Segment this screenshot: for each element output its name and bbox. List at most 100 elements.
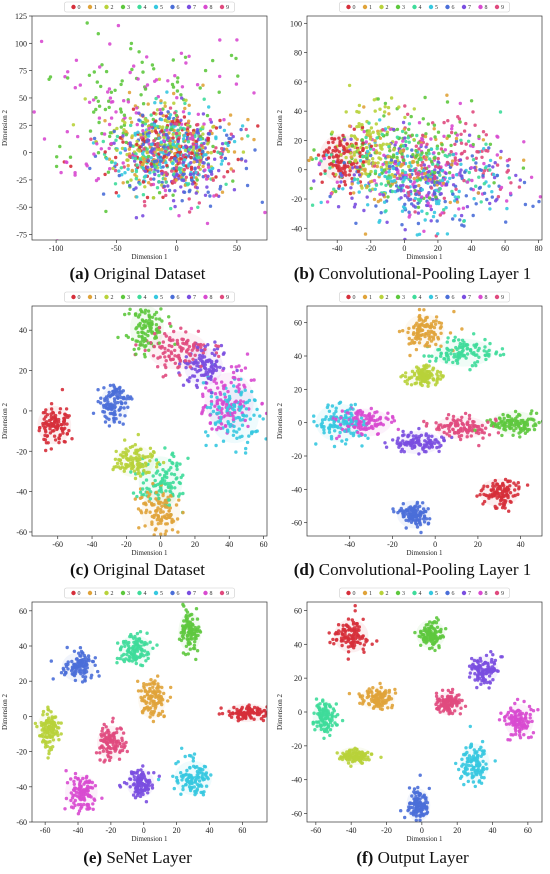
point-class-5: [117, 169, 121, 173]
point-class-5: [327, 426, 331, 430]
point-class-2: [148, 459, 152, 463]
point-class-6: [118, 385, 122, 390]
point-class-7: [412, 204, 416, 208]
point-class-9: [465, 435, 469, 439]
point-class-8: [201, 392, 205, 396]
legend-marker-0: [71, 4, 76, 10]
point-class-2: [405, 382, 409, 386]
point-class-0: [58, 407, 63, 411]
point-class-3: [135, 325, 139, 330]
point-class-3: [519, 418, 523, 423]
point-class-1: [160, 685, 164, 690]
point-class-0: [190, 151, 194, 155]
point-class-5: [312, 419, 316, 424]
point-class-5: [420, 209, 424, 213]
point-class-4: [460, 342, 465, 347]
point-class-2: [119, 461, 124, 466]
point-class-9: [178, 373, 182, 377]
point-class-6: [419, 530, 423, 535]
point-class-1: [160, 148, 164, 152]
point-class-1: [410, 338, 414, 343]
point-class-1: [158, 510, 163, 514]
point-class-3: [143, 320, 147, 324]
point-class-5: [157, 136, 161, 140]
legend-marker-6: [170, 590, 175, 596]
point-class-6: [411, 512, 416, 516]
point-class-6: [421, 501, 425, 505]
point-class-3: [537, 420, 541, 425]
point-class-0: [343, 170, 347, 174]
legend-marker-3: [395, 294, 401, 300]
point-class-0: [160, 129, 164, 133]
point-class-8: [339, 416, 343, 420]
point-class-7: [140, 123, 145, 128]
point-class-9: [187, 197, 191, 201]
point-class-0: [225, 170, 230, 174]
point-class-8: [411, 182, 415, 186]
point-class-3: [411, 153, 415, 157]
point-class-3: [409, 114, 413, 119]
legend-marker-7: [186, 4, 192, 10]
point-class-5: [453, 199, 457, 203]
point-class-9: [480, 149, 484, 153]
point-class-7: [349, 137, 353, 141]
point-class-8: [136, 77, 140, 81]
y-tick-label: -60: [16, 528, 27, 537]
point-class-1: [441, 181, 446, 185]
legend-label-3: 3: [127, 5, 130, 11]
point-class-3: [416, 141, 421, 145]
point-class-2: [397, 105, 401, 109]
point-class-5: [209, 773, 213, 777]
point-class-4: [172, 172, 176, 176]
point-class-0: [514, 483, 518, 487]
point-class-6: [124, 397, 129, 401]
point-class-1: [350, 182, 354, 186]
point-class-2: [137, 149, 142, 153]
point-class-9: [158, 355, 162, 359]
point-class-3: [510, 426, 514, 430]
point-class-1: [397, 329, 402, 334]
point-class-9: [475, 150, 479, 154]
point-class-6: [120, 401, 124, 406]
point-class-3: [445, 100, 450, 104]
point-class-7: [340, 173, 344, 178]
point-class-1: [448, 200, 452, 205]
point-class-6: [180, 199, 184, 203]
point-class-1: [450, 163, 454, 167]
point-class-6: [192, 172, 196, 176]
point-class-0: [152, 111, 156, 115]
point-class-6: [92, 136, 97, 141]
point-class-4: [169, 206, 173, 211]
point-class-4: [101, 139, 106, 144]
point-class-2: [129, 455, 133, 459]
point-class-2: [334, 172, 338, 177]
point-class-6: [128, 143, 133, 147]
point-class-1: [375, 150, 379, 155]
point-class-5: [214, 136, 218, 141]
point-class-6: [96, 399, 100, 404]
point-class-4: [183, 101, 187, 106]
point-class-3: [401, 158, 405, 162]
point-class-8: [175, 96, 179, 100]
point-class-4: [167, 468, 171, 472]
point-class-4: [464, 356, 468, 360]
point-class-4: [395, 135, 400, 139]
point-class-8: [135, 122, 139, 127]
point-class-0: [171, 119, 175, 124]
point-class-3: [154, 335, 158, 340]
point-class-3: [501, 419, 505, 423]
point-class-3: [395, 155, 399, 160]
legend-marker-3: [120, 4, 126, 10]
point-class-7: [208, 369, 213, 373]
point-class-7: [244, 159, 248, 163]
point-class-5: [113, 161, 117, 165]
point-class-9: [480, 428, 484, 432]
point-class-3: [385, 132, 389, 137]
point-class-1: [133, 497, 137, 501]
point-class-3: [47, 77, 51, 82]
legend-label-3: 3: [402, 5, 405, 11]
point-class-4: [470, 364, 475, 368]
point-class-7: [401, 120, 406, 125]
point-class-0: [337, 161, 341, 165]
point-class-0: [171, 136, 175, 140]
